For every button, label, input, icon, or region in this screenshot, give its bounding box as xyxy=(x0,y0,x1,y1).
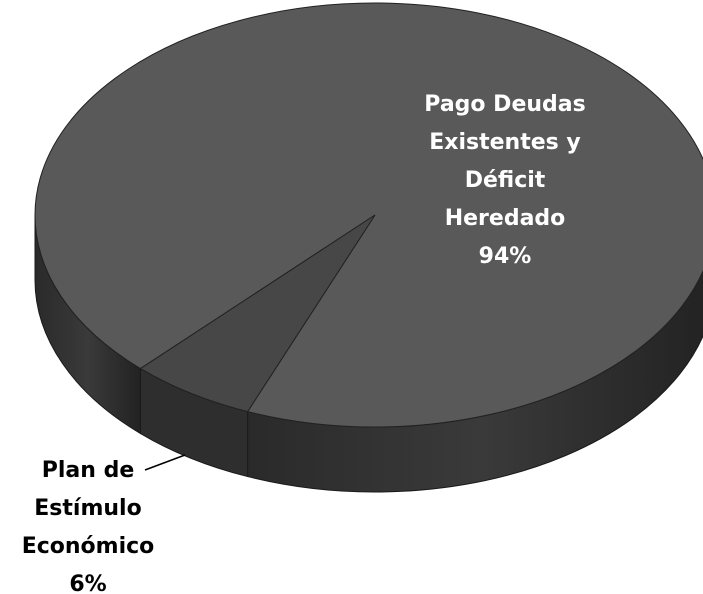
pie-slice xyxy=(139,214,376,413)
category-label: Plan de Estímulo Económico xyxy=(21,458,155,559)
pie-slice xyxy=(34,2,703,428)
leader-line xyxy=(144,454,186,471)
slice-label: Pago Deudas Existentes y Déficit Heredad… xyxy=(418,86,592,276)
category-label: Pago Deudas Existentes y Déficit Heredad… xyxy=(424,92,586,231)
slice-label: Plan de Estímulo Económico 6% xyxy=(0,452,176,594)
value-label: 6% xyxy=(69,572,107,594)
value-label: 94% xyxy=(478,244,532,269)
